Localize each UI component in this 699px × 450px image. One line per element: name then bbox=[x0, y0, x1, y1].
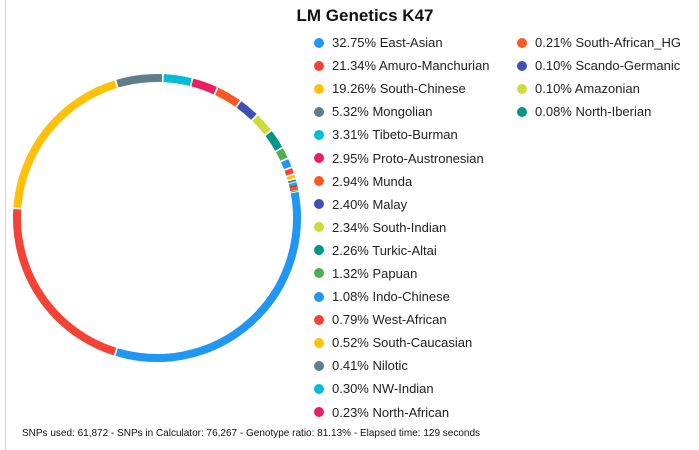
donut-slice-papuan bbox=[275, 148, 288, 161]
donut-slice-south-chinese bbox=[13, 80, 117, 208]
legend-dot bbox=[314, 407, 324, 418]
donut-slice-amuro-manchurian bbox=[13, 209, 117, 356]
legend-dot bbox=[314, 129, 324, 140]
legend-dot bbox=[314, 153, 324, 164]
legend-column-2: 0.21% South-African_HG 0.10% Scando-Germa… bbox=[517, 31, 681, 123]
legend-label: 2.94% Munda bbox=[332, 173, 413, 189]
legend-label: 0.23% North-African bbox=[332, 404, 450, 420]
legend-dot bbox=[314, 199, 324, 210]
legend-item: 0.41% Nilotic bbox=[314, 354, 490, 377]
legend-label: 3.31% Tibeto-Burman bbox=[332, 127, 458, 143]
legend-item: 19.26% South-Chinese bbox=[314, 77, 490, 100]
legend-dot bbox=[314, 222, 324, 233]
legend-item: 0.79% West-African bbox=[314, 308, 490, 331]
legend-column-1: 32.75% East-Asian 21.34% Amuro-Manchurian… bbox=[314, 31, 490, 424]
legend-label: 32.75% East-Asian bbox=[332, 35, 443, 51]
donut-chart bbox=[13, 74, 301, 362]
donut-slice-nw-indian bbox=[288, 182, 298, 187]
legend-label: 5.32% Mongolian bbox=[332, 104, 433, 120]
legend-item: 21.34% Amuro-Manchurian bbox=[314, 54, 490, 77]
legend-label: 2.34% South-Indian bbox=[332, 219, 447, 235]
legend-label: 0.30% NW-Indian bbox=[332, 381, 434, 397]
legend-label: 0.52% South-Caucasian bbox=[332, 335, 473, 351]
legend-label: 1.08% Indo-Chinese bbox=[332, 289, 450, 305]
legend-item: 2.40% Malay bbox=[314, 193, 490, 216]
legend-dot bbox=[314, 106, 324, 117]
legend-label: 2.40% Malay bbox=[332, 196, 408, 212]
legend-item: 0.23% North-African bbox=[314, 401, 490, 424]
legend-dot bbox=[517, 37, 527, 48]
legend-label: 2.26% Turkic-Altai bbox=[332, 242, 437, 258]
legend-label: 0.79% West-African bbox=[332, 312, 447, 328]
legend-dot bbox=[517, 60, 527, 71]
legend-item: 0.21% South-African_HG bbox=[517, 31, 681, 54]
legend-label: 0.10% Scando-Germanic bbox=[535, 58, 681, 74]
donut-slice-south-indian bbox=[252, 115, 271, 135]
left-border bbox=[5, 0, 6, 450]
legend-dot bbox=[314, 337, 324, 348]
donut-slice-west-african bbox=[284, 167, 294, 176]
legend-dot bbox=[314, 176, 324, 187]
donut-slice-proto-austronesian bbox=[191, 78, 217, 95]
legend-item: 0.08% North-Iberian bbox=[517, 100, 681, 123]
legend-dot bbox=[314, 360, 324, 371]
legend-dot bbox=[314, 60, 324, 71]
footer-status: SNPs used: 61,872 - SNPs in Calculator: … bbox=[22, 428, 481, 439]
legend-label: 19.26% South-Chinese bbox=[332, 81, 466, 97]
chart-title: LM Genetics K47 bbox=[296, 6, 434, 25]
legend-dot bbox=[314, 37, 324, 48]
legend-dot bbox=[314, 83, 324, 94]
legend-item: 0.30% NW-Indian bbox=[314, 377, 490, 400]
legend-dot bbox=[314, 314, 324, 325]
donut-slice-east-asian bbox=[115, 191, 301, 362]
legend-item: 2.26% Turkic-Altai bbox=[314, 239, 490, 262]
legend-dot bbox=[314, 268, 324, 279]
donut-slice-mongolian bbox=[116, 74, 163, 88]
legend-label: 0.21% South-African_HG bbox=[535, 35, 681, 51]
legend-item: 2.95% Proto-Austronesian bbox=[314, 146, 490, 169]
donut-slice-nilotic bbox=[287, 179, 297, 184]
legend-item: 5.32% Mongolian bbox=[314, 100, 490, 123]
donut-slice-malay bbox=[236, 101, 257, 120]
legend-dot bbox=[314, 383, 324, 394]
legend-dot bbox=[314, 245, 324, 256]
donut-slice-indo-chinese bbox=[281, 158, 292, 170]
legend-label: 21.34% Amuro-Manchurian bbox=[332, 58, 490, 74]
legend-item: 0.10% Amazonian bbox=[517, 77, 681, 100]
legend-item: 0.10% Scando-Germanic bbox=[517, 54, 681, 77]
legend-dot bbox=[517, 83, 527, 94]
legend-label: 1.32% Papuan bbox=[332, 265, 418, 281]
legend-item: 0.52% South-Caucasian bbox=[314, 331, 490, 354]
legend-item: 32.75% East-Asian bbox=[314, 31, 490, 54]
donut-slice-turkic-altai bbox=[265, 131, 283, 151]
legend-label: 0.10% Amazonian bbox=[535, 81, 640, 97]
legend-dot bbox=[517, 106, 527, 117]
legend-dot bbox=[314, 291, 324, 302]
legend-item: 1.32% Papuan bbox=[314, 262, 490, 285]
legend-label: 0.41% Nilotic bbox=[332, 358, 408, 374]
legend-item: 3.31% Tibeto-Burman bbox=[314, 123, 490, 146]
legend-item: 2.94% Munda bbox=[314, 170, 490, 193]
legend-item: 1.08% Indo-Chinese bbox=[314, 285, 490, 308]
donut-slice-munda bbox=[214, 87, 240, 107]
legend-label: 0.08% North-Iberian bbox=[535, 104, 652, 120]
donut-slice-south-caucasian bbox=[286, 174, 296, 180]
legend-label: 2.95% Proto-Austronesian bbox=[332, 150, 484, 166]
donut-slice-tibeto-burman bbox=[163, 74, 192, 87]
legend-item: 2.34% South-Indian bbox=[314, 216, 490, 239]
